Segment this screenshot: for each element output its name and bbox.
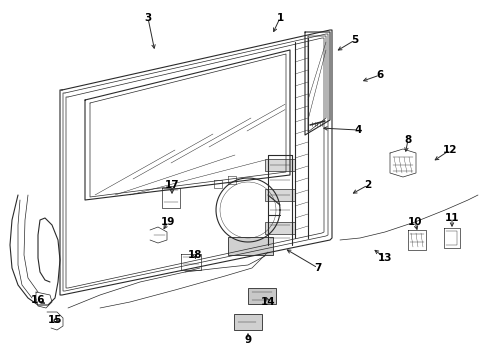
Text: 18: 18 — [188, 250, 202, 260]
Text: 6: 6 — [376, 70, 384, 80]
FancyBboxPatch shape — [248, 288, 276, 304]
Text: 8: 8 — [404, 135, 412, 145]
Text: 4: 4 — [354, 125, 362, 135]
FancyBboxPatch shape — [265, 189, 295, 201]
Text: 10: 10 — [408, 217, 422, 227]
Text: 1: 1 — [276, 13, 284, 23]
Text: 15: 15 — [48, 315, 62, 325]
Text: 2: 2 — [365, 180, 371, 190]
Text: 13: 13 — [378, 253, 392, 263]
Text: 12: 12 — [443, 145, 457, 155]
FancyBboxPatch shape — [265, 159, 295, 171]
Text: 5: 5 — [351, 35, 359, 45]
Text: 7: 7 — [314, 263, 322, 273]
Text: 19: 19 — [161, 217, 175, 227]
FancyBboxPatch shape — [265, 222, 295, 234]
Text: 16: 16 — [31, 295, 45, 305]
FancyBboxPatch shape — [228, 237, 273, 255]
FancyBboxPatch shape — [234, 314, 262, 330]
Text: 14: 14 — [261, 297, 275, 307]
Text: 11: 11 — [445, 213, 459, 223]
Text: 3: 3 — [145, 13, 151, 23]
Text: 9: 9 — [245, 335, 251, 345]
Text: 17: 17 — [165, 180, 179, 190]
